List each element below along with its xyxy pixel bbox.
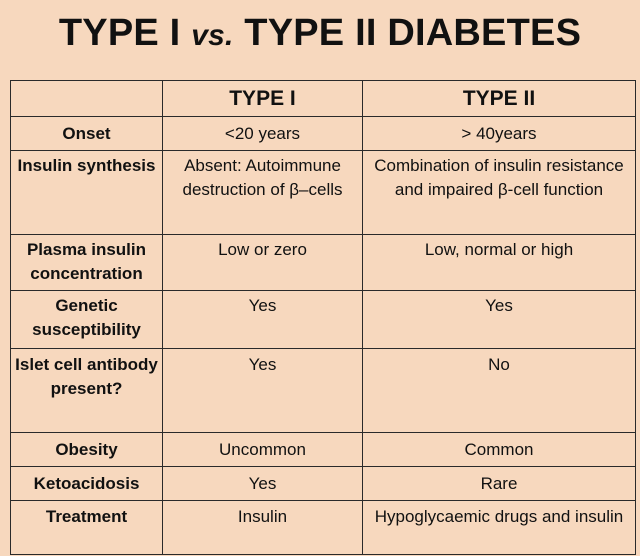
row-type1: <20 years: [162, 116, 363, 151]
row-type2: Combination of insulin resistance and im…: [362, 150, 636, 235]
row-type2: Yes: [362, 290, 636, 349]
header-empty: [10, 80, 163, 117]
table-row: Islet cell antibody present? Yes No: [10, 348, 636, 433]
row-label: Genetic susceptibility: [10, 290, 163, 349]
row-type1: Insulin: [162, 500, 363, 555]
table-row: Onset <20 years > 40years: [10, 116, 636, 151]
row-label: Onset: [10, 116, 163, 151]
row-label: Islet cell antibody present?: [10, 348, 163, 433]
row-type1: Yes: [162, 348, 363, 433]
row-type2: No: [362, 348, 636, 433]
table-row: Insulin synthesis Absent: Autoimmune des…: [10, 150, 636, 235]
row-type2: Rare: [362, 466, 636, 501]
table-row: Ketoacidosis Yes Rare: [10, 466, 636, 501]
row-type2: > 40years: [362, 116, 636, 151]
row-label: Obesity: [10, 432, 163, 467]
title-type1: TYPE I: [58, 12, 181, 54]
row-type1: Yes: [162, 466, 363, 501]
table-row: Treatment Insulin Hypoglycaemic drugs an…: [10, 500, 636, 555]
title-vs: vs.: [191, 19, 234, 52]
header-type1: TYPE I: [162, 80, 363, 117]
row-type1: Low or zero: [162, 234, 363, 291]
header-type2: TYPE II: [362, 80, 636, 117]
row-type2: Hypoglycaemic drugs and insulin: [362, 500, 636, 555]
table-row: Obesity Uncommon Common: [10, 432, 636, 467]
title-rest: TYPE II DIABETES: [244, 12, 582, 54]
row-type1: Yes: [162, 290, 363, 349]
row-type2: Low, normal or high: [362, 234, 636, 291]
table-row: Genetic susceptibility Yes Yes: [10, 290, 636, 349]
row-type2: Common: [362, 432, 636, 467]
row-label: Treatment: [10, 500, 163, 555]
row-label: Ketoacidosis: [10, 466, 163, 501]
table-row: Plasma insulin concentration Low or zero…: [10, 234, 636, 291]
row-type1: Absent: Autoimmune destruction of β–cell…: [162, 150, 363, 235]
comparison-table: TYPE I TYPE II Onset <20 years > 40years…: [10, 80, 636, 555]
table-header-row: TYPE I TYPE II: [10, 80, 636, 117]
page-title: TYPE I vs. TYPE II DIABETES: [0, 12, 640, 55]
row-label: Insulin synthesis: [10, 150, 163, 235]
row-type1: Uncommon: [162, 432, 363, 467]
row-label: Plasma insulin concentration: [10, 234, 163, 291]
